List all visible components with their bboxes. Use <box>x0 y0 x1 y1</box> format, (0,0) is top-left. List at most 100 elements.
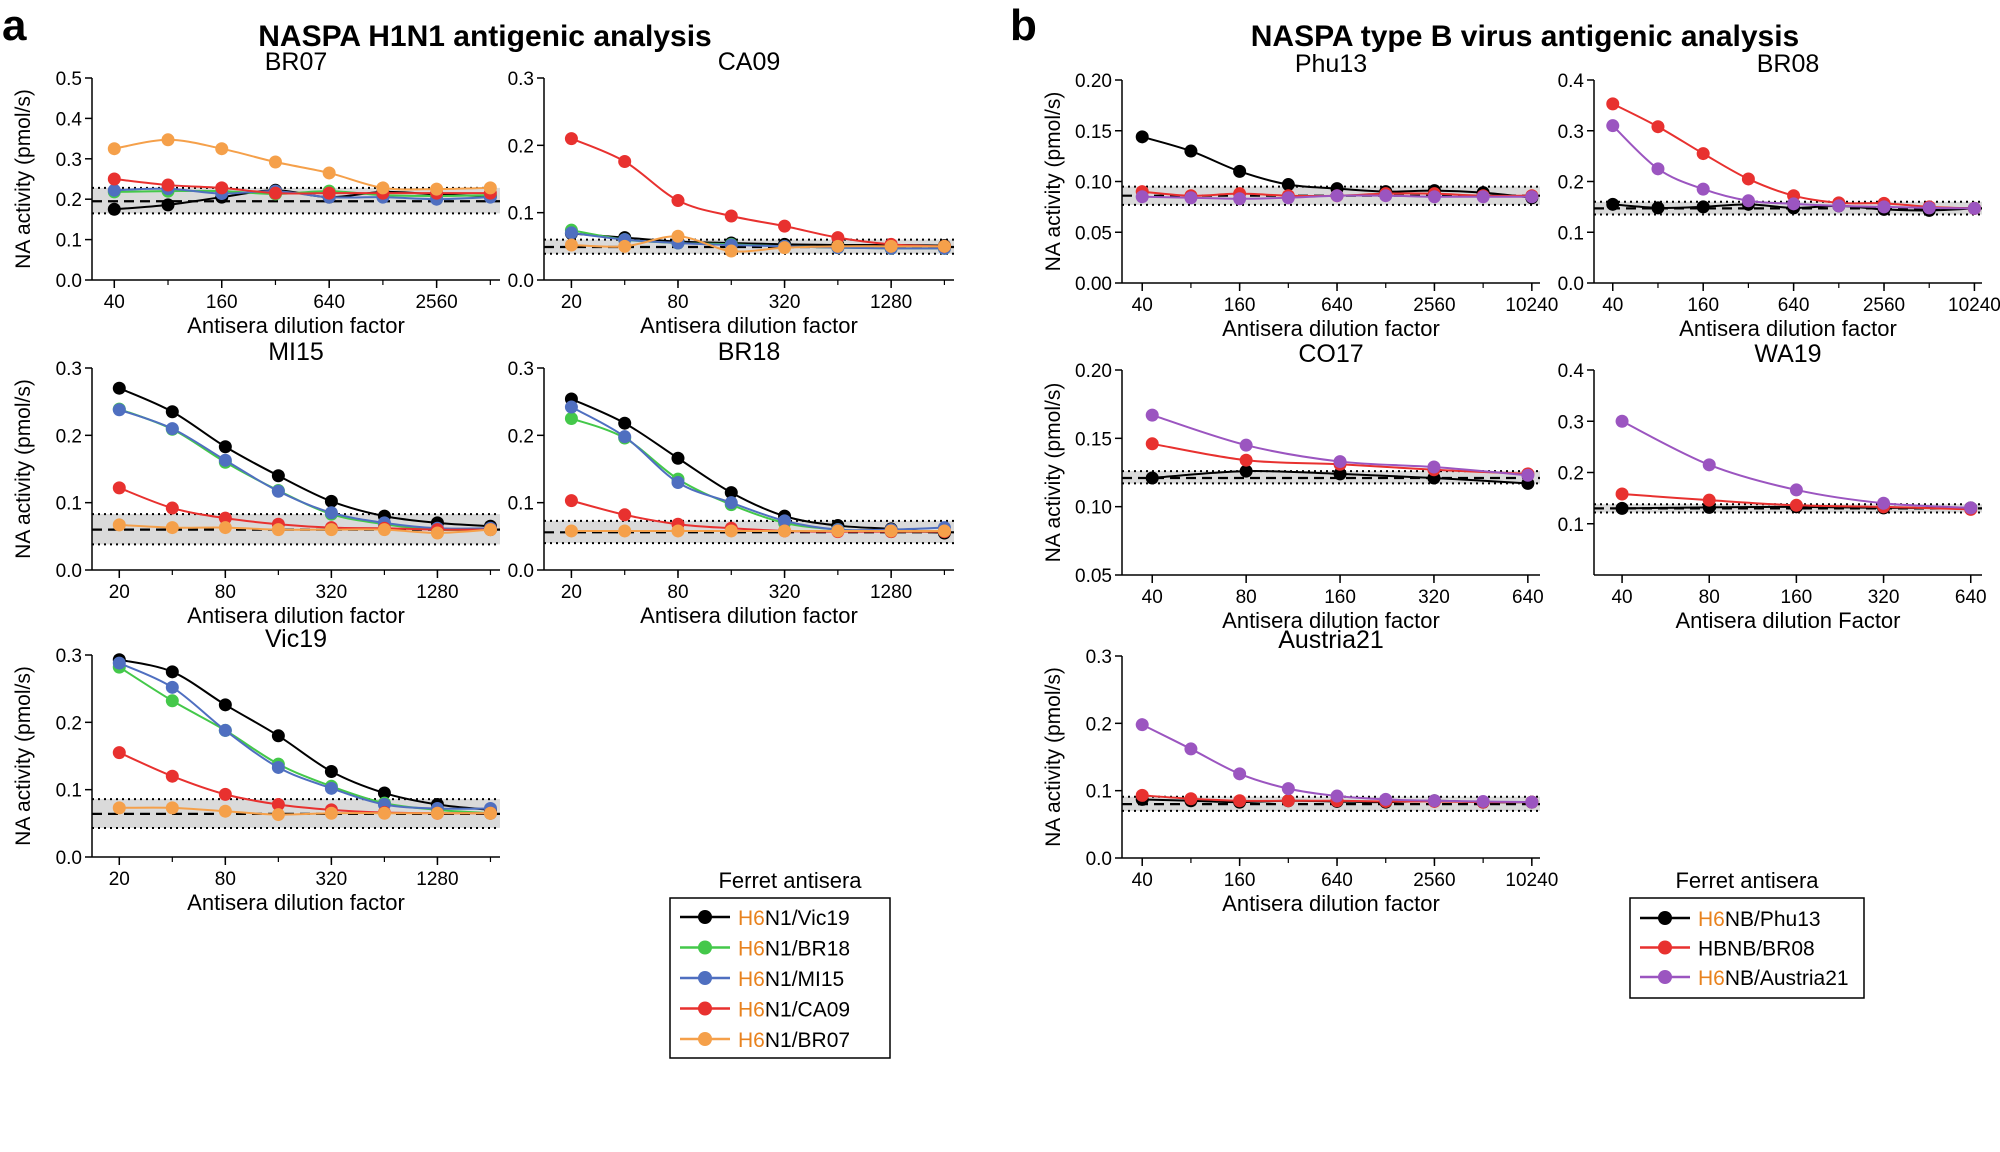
ca09-h6n1-ca09-point <box>564 132 578 146</box>
wa19-h6nb-phu13-point <box>1615 501 1629 515</box>
legend-b-box <box>1629 897 1865 999</box>
co17-h6nb-austria21-point <box>1427 460 1441 474</box>
phu13-ytick-label: 0.20 <box>1075 71 1112 92</box>
mi15-ytick-label: 0.2 <box>56 426 82 447</box>
wa19-xtick-label: 80 <box>1699 587 1720 608</box>
austria21-xtick-label: 10240 <box>1505 870 1558 891</box>
legend-hbnb-br08-marker <box>1658 940 1672 955</box>
br08-hbnb-br08-point <box>1606 97 1620 111</box>
vic19-h6n1-mi15-point <box>324 781 338 795</box>
ca09-xtick-label: 20 <box>561 292 582 313</box>
mi15-h6n1-vic19-point <box>218 440 232 454</box>
legend-h6n1-ca09-prefix: H6 <box>738 999 765 1022</box>
br07-h6n1-vic19-point <box>107 202 121 216</box>
vic19-h6n1-br07-point <box>271 808 285 822</box>
legend-h6n1-br18-label: H6N1/BR18 <box>738 938 850 961</box>
vic19-ytick-label: 0.2 <box>56 713 82 734</box>
mi15-xtick-label: 320 <box>316 582 348 603</box>
vic19-h6n1-ca09-point <box>165 769 179 783</box>
legend-h6nb-austria21-name: NB/Austria21 <box>1725 967 1849 990</box>
ca09-h6n1-br07-point <box>937 239 951 253</box>
br08-h6nb-austria21-point <box>1922 201 1936 215</box>
austria21-xtick-label: 40 <box>1132 870 1153 891</box>
br08-h6nb-austria21-point <box>1967 201 1981 215</box>
mi15-ytick-label: 0.0 <box>56 561 82 582</box>
vic19-h6n1-br07-point <box>218 804 232 818</box>
br18-h6n1-br07-point <box>937 524 951 538</box>
austria21-hbnb-br08-point <box>1233 794 1247 808</box>
ca09-h6n1-ca09-point <box>618 154 632 168</box>
br08-h6nb-austria21-point <box>1787 197 1801 211</box>
mi15-h6n1-vic19-point <box>112 381 126 395</box>
plot-mi15: 0.0 0.1 0.2 0.3 20 80 320 1280 MI15 Antisera dilu… <box>12 338 500 628</box>
legend-h6n1-br07-name: N1/BR07 <box>765 1029 850 1052</box>
br07-h6n1-br07-point <box>268 155 282 169</box>
vic19-xtick-label: 20 <box>109 869 130 890</box>
br07-h6n1-br07-point <box>215 142 229 156</box>
br07-ylabel: NA activity (pmol/s) <box>12 89 35 269</box>
austria21-xtick-label: 640 <box>1321 870 1353 891</box>
plot-vic19: 0.0 0.1 0.2 0.3 20 80 320 1280 Vic19 Antisera dil… <box>12 625 500 915</box>
br07-h6n1-ca09-point <box>161 178 175 192</box>
br08-xtick-label: 160 <box>1687 295 1719 316</box>
br08-ytick-label: 0.4 <box>1558 71 1585 92</box>
br18-h6n1-mi15-point <box>778 514 792 528</box>
br18-h6n1-mi15-point <box>618 430 632 444</box>
mi15-ytick-label: 0.1 <box>56 494 82 515</box>
austria21-title: Austria21 <box>1278 626 1384 654</box>
vic19-h6n1-br07-point <box>483 806 497 820</box>
wa19-hbnb-br08-point <box>1702 493 1716 507</box>
panel-b-title: NASPA type B virus antigenic analysis <box>1251 20 1800 53</box>
ca09-h6n1-ca09-point <box>724 209 738 223</box>
mi15-h6n1-br07-point <box>430 526 444 540</box>
vic19-h6n1-vic19-point <box>271 729 285 743</box>
plot-br18: 0.0 0.1 0.2 0.3 20 80 320 1280 BR18 Antisera dilu… <box>508 338 954 628</box>
vic19-h6n1-vic19-point <box>324 764 338 778</box>
legend-h6n1-br18-name: N1/BR18 <box>765 938 850 961</box>
phu13-xtick-label: 2560 <box>1413 295 1455 316</box>
austria21-h6nb-austria21-point <box>1184 742 1198 756</box>
br18-h6n1-br07-point <box>831 524 845 538</box>
co17-h6nb-phu13-point <box>1145 471 1159 485</box>
co17-h6nb-austria21-point <box>1239 438 1253 452</box>
br07-h6n1-br07-point <box>483 181 497 195</box>
vic19-h6n1-ca09-point <box>271 797 285 811</box>
br18-h6n1-mi15-point <box>724 496 738 510</box>
br07-ytick-label: 0.0 <box>56 271 82 292</box>
ca09-h6n1-br07-point <box>724 244 738 258</box>
legend-hbnb-br08-name: HBNB/BR08 <box>1698 938 1815 961</box>
br07-h6n1-br07-point <box>322 166 336 180</box>
austria21-h6nb-austria21-point <box>1379 792 1393 806</box>
co17-ytick-label: 0.15 <box>1075 429 1112 450</box>
austria21-hbnb-br08-point <box>1135 788 1149 802</box>
wa19-ytick-label: 0.4 <box>1558 361 1585 382</box>
vic19-ytick-label: 0.0 <box>56 848 82 869</box>
phu13-xlabel: Antisera dilution factor <box>1222 316 1440 341</box>
austria21-ytick-label: 0.1 <box>1086 782 1112 803</box>
ca09-h6n1-ca09-line <box>571 137 945 248</box>
vic19-title: Vic19 <box>265 625 327 653</box>
mi15-h6n1-br07-point <box>271 523 285 537</box>
phu13-ytick-label: 0.00 <box>1075 274 1112 295</box>
vic19-h6n1-br18-point <box>165 694 179 708</box>
plot-br07: 0.0 0.1 0.2 0.3 0.4 0.5 40 160 640 2560 BR07 Antise… <box>12 48 500 338</box>
vic19-h6n1-vic19-point <box>218 698 232 712</box>
co17-xtick-label: 320 <box>1418 587 1450 608</box>
co17-hbnb-br08-point <box>1239 453 1253 467</box>
legend-h6n1-br07-prefix: H6 <box>738 1029 765 1052</box>
vic19-ytick-label: 0.1 <box>56 781 82 802</box>
mi15-h6n1-mi15-point <box>271 484 285 498</box>
br18-h6n1-br07-point <box>724 524 738 538</box>
phu13-xtick-label: 160 <box>1224 295 1256 316</box>
ca09-xtick-label: 80 <box>667 292 688 313</box>
plot-br08: 0.0 0.1 0.2 0.3 0.4 40 160 640 2560 10240 BR08 Anti… <box>1558 50 2000 341</box>
co17-h6nb-austria21-point <box>1333 455 1347 469</box>
plot-phu13: 0.00 0.05 0.10 0.15 0.20 40 160 640 2560 10240 Phu… <box>1042 50 1558 341</box>
mi15-h6n1-br07-point <box>483 523 497 537</box>
co17-h6nb-phu13-point <box>1333 467 1347 481</box>
wa19-ytick-label: 0.1 <box>1558 515 1584 536</box>
br18-h6n1-br07-point <box>671 524 685 538</box>
legend-h6nb-austria21-label: H6NB/Austria21 <box>1698 967 1849 990</box>
br18-h6n1-mi15-point <box>671 475 685 489</box>
br18-xtick-label: 80 <box>667 582 688 603</box>
